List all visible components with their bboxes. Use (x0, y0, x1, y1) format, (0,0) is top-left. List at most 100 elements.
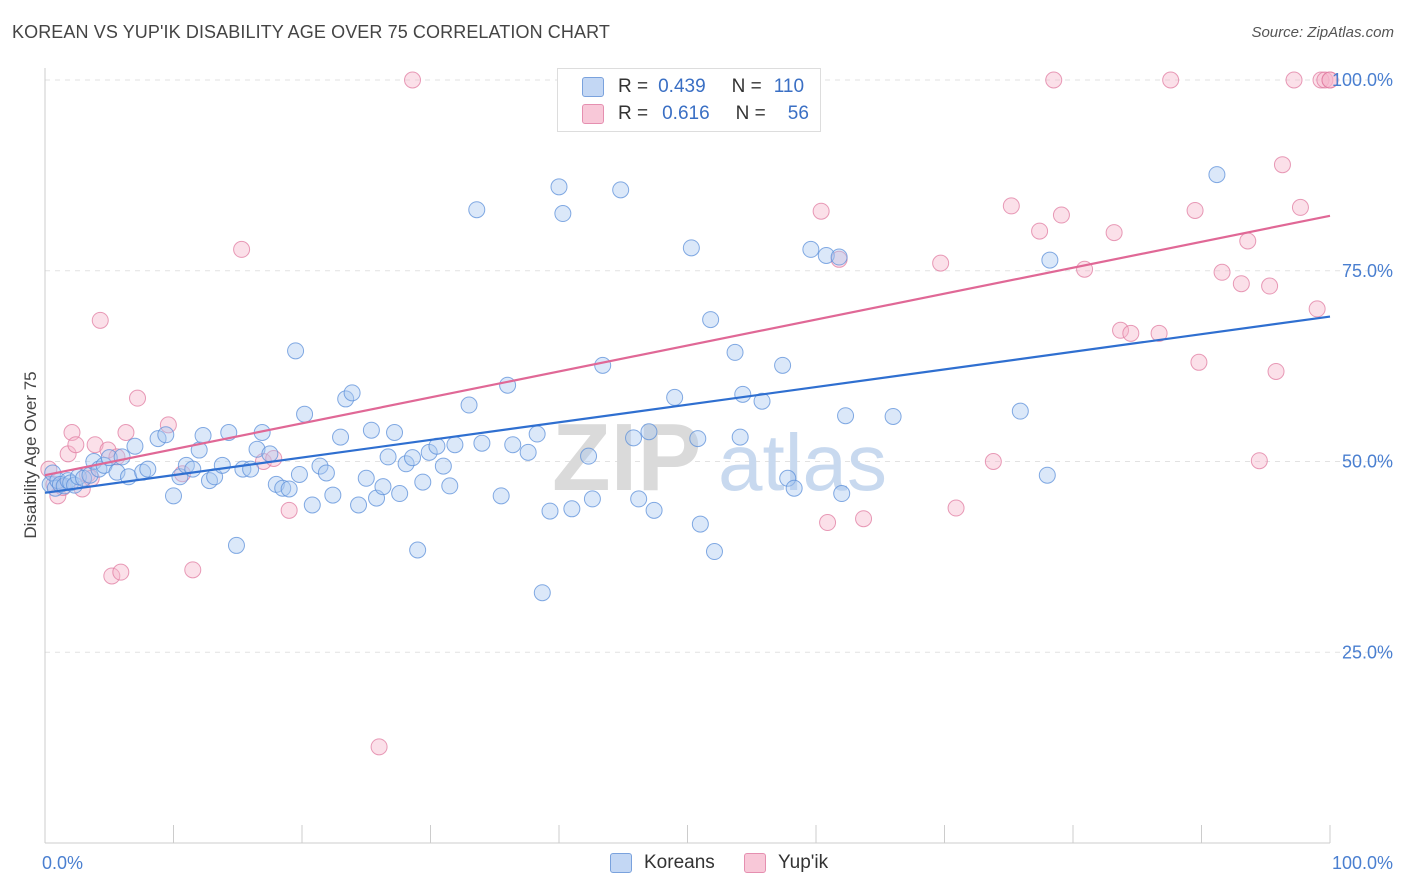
korean-point (303, 496, 321, 514)
korean-point (1011, 402, 1029, 420)
korean-point (379, 448, 397, 466)
korean-point (817, 246, 835, 264)
korean-point (397, 455, 415, 473)
yupik-point (1150, 324, 1168, 342)
korean-point (213, 456, 231, 474)
x-tick-label: 100.0% (1332, 853, 1393, 873)
korean-point (1208, 166, 1226, 184)
x-tick-label: 0.0% (42, 853, 83, 873)
legend-item-yupik[interactable]: Yup'ik (744, 852, 828, 874)
yupik-point (1112, 321, 1130, 339)
series-koreans (41, 166, 1226, 602)
series-legend: Koreans Yup'ik (0, 852, 1406, 878)
korean-point (441, 477, 459, 495)
legend-n-value: 110 (773, 76, 805, 97)
yupik-point (1002, 197, 1020, 215)
korean-point (528, 425, 546, 443)
yupik-point (159, 416, 177, 434)
yupik-point (103, 567, 121, 585)
yupik-point (370, 738, 388, 756)
korean-point (583, 490, 601, 508)
korean-point (468, 201, 486, 219)
yupik-point (1045, 71, 1063, 89)
korean-point (460, 396, 478, 414)
yupik-point (1052, 206, 1070, 224)
yupik-point (1190, 353, 1208, 371)
yupik-point (819, 514, 837, 532)
korean-point (541, 502, 559, 520)
korean-point (280, 480, 298, 498)
korean-point (391, 485, 409, 503)
y-tick-label: 75.0% (1342, 261, 1393, 281)
korean-point (324, 486, 342, 504)
korean-point (691, 515, 709, 533)
korean-point (630, 490, 648, 508)
yupik-point (233, 240, 251, 258)
yupik-point (91, 311, 109, 329)
korean-point (682, 239, 700, 257)
trend-line-yupik (44, 214, 1331, 477)
korean-point (113, 448, 131, 466)
legend-swatch-yupik (582, 104, 604, 124)
korean-point (362, 421, 380, 439)
yupik-point (812, 202, 830, 220)
legend-item-koreans[interactable]: Koreans (610, 852, 715, 874)
yupik-point (1285, 71, 1303, 89)
korean-point (343, 384, 361, 402)
korean-point (337, 390, 355, 408)
axes (44, 68, 1331, 844)
legend-swatch-koreans (582, 77, 604, 97)
yupik-point (1261, 277, 1279, 295)
korean-point (317, 464, 335, 482)
yupik-point (984, 453, 1002, 470)
y-tick-label: 100.0% (1332, 70, 1393, 90)
korean-point (473, 434, 491, 452)
korean-point (533, 584, 551, 602)
legend-r-value: 0.439 (658, 76, 706, 97)
yupik-point (404, 71, 422, 89)
yupik-point (1122, 324, 1140, 342)
korean-point (126, 437, 144, 455)
yupik-point (1312, 71, 1330, 89)
korean-point (645, 501, 663, 519)
trend-line-koreans (44, 315, 1331, 494)
korean-point (504, 436, 522, 454)
trend-lines (44, 214, 1331, 494)
grid-lines (45, 79, 1392, 653)
korean-point (550, 178, 568, 196)
legend-n-label: N = (731, 76, 762, 97)
watermark: ZIP atlas (552, 404, 887, 511)
korean-point (666, 388, 684, 406)
yupik-point (1291, 198, 1309, 216)
yupik-point (280, 501, 298, 519)
yupik-point (1267, 362, 1285, 380)
yupik-point (1316, 71, 1334, 89)
yupik-point (1321, 71, 1339, 89)
korean-point (446, 436, 464, 454)
korean-point (261, 445, 279, 463)
korean-point (227, 536, 245, 554)
yupik-point (1105, 224, 1123, 242)
watermark-zip: ZIP (552, 404, 701, 511)
yupik-point (1232, 275, 1250, 293)
korean-point (414, 473, 432, 491)
korean-point (785, 479, 803, 497)
legend-n-value: 56 (787, 103, 809, 124)
legend-row-yupik: R = 0.616 N = 56 (582, 102, 809, 126)
y-axis-label: Disability Age Over 75 (21, 371, 40, 538)
korean-point (884, 407, 902, 425)
korean-point (625, 429, 643, 447)
korean-point (779, 469, 797, 487)
korean-point (434, 457, 452, 475)
korean-point (386, 424, 404, 442)
korean-point (837, 407, 855, 425)
yupik-point (1308, 300, 1326, 318)
korean-point (689, 430, 707, 448)
yupik-point (129, 389, 147, 407)
watermark-atlas: atlas (718, 418, 887, 507)
tick-labels: 25.0% 50.0% 75.0% 100.0% 0.0% 100.0% (42, 70, 1393, 873)
korean-point (802, 240, 820, 258)
legend-swatch-koreans (610, 853, 632, 873)
korean-point (640, 423, 658, 441)
